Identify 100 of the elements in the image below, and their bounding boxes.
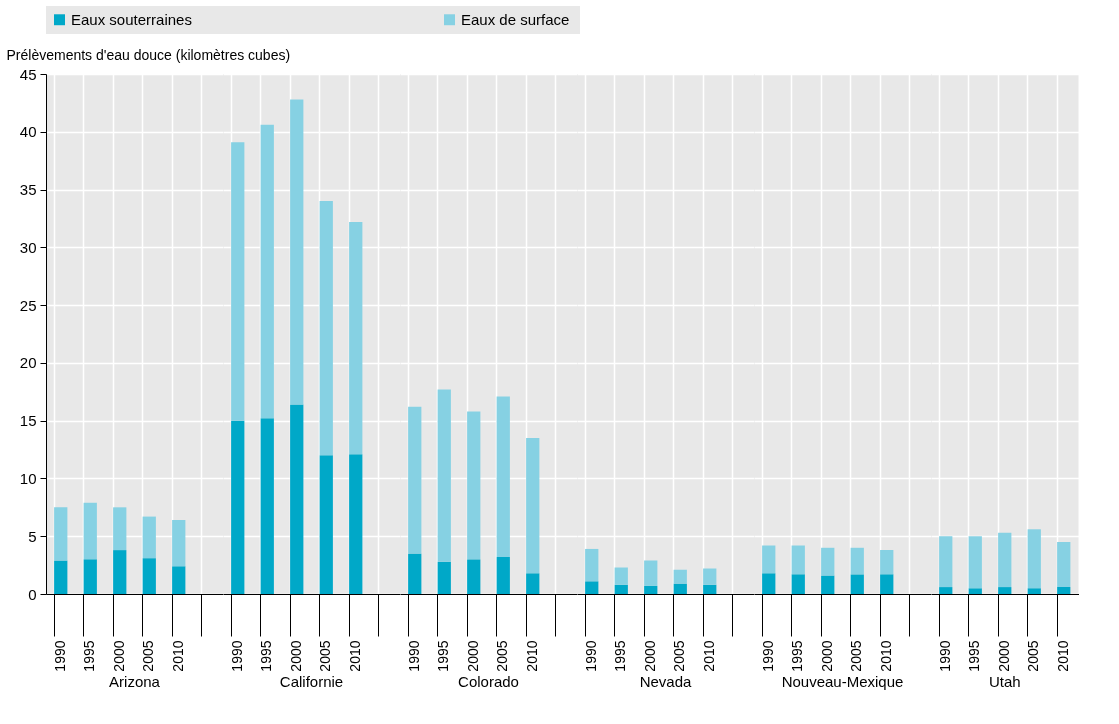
x-tick-label: 2000 [464,640,481,672]
bar [1027,588,1041,594]
x-tick-label: 1995 [435,640,452,672]
bar [260,124,274,419]
bar [113,507,127,551]
bar [437,389,451,562]
bar [1057,542,1071,588]
bar [496,396,510,558]
text: Colorado [458,673,519,691]
bar [880,550,894,575]
bar [83,502,97,560]
x-tick-label: 2000 [641,640,658,672]
bar [614,584,628,594]
x-tick-label: 1995 [966,640,983,672]
bar [142,558,156,594]
y-tick-label: 40 [19,123,37,141]
x-tick-label: 1995 [612,640,629,672]
bar [1057,587,1071,594]
x-tick-label: 1995 [81,640,98,672]
text: Utah [988,673,1021,691]
bar [850,547,864,575]
text: Californie [279,673,344,691]
x-tick-label: 2000 [287,640,304,672]
x-tick-label: 2000 [995,640,1012,672]
y-axis-title: Prélèvements d'eau douce (kilomètres cubes) [6,46,291,63]
text: Nevada [639,673,693,691]
x-tick-label: 1990 [228,640,245,672]
bar [939,587,953,594]
x-tick-label: 1995 [258,640,275,672]
x-tick-label: 2005 [494,640,511,672]
bar [526,573,540,594]
bar [644,585,658,594]
bar [1027,529,1041,589]
bar [467,559,481,594]
x-tick-label: 2010 [346,640,363,672]
x-tick-label: 1990 [51,640,68,672]
text: Arizona [109,673,161,691]
legend-label: Eaux souterraines [71,10,192,28]
x-tick-label: 2010 [1054,640,1071,672]
bar [791,574,805,594]
bar [172,520,186,567]
text: Nouveau-Mexique [781,673,904,691]
x-tick-label: 2010 [169,640,186,672]
bar [791,545,805,575]
bar [850,574,864,594]
bar [644,560,658,586]
bar [821,575,835,594]
bar [349,454,363,594]
bar [231,420,245,594]
bar [585,581,599,594]
bar [673,569,687,584]
y-tick-label: 15 [19,412,37,430]
x-tick-label: 1990 [759,640,776,672]
bar [703,584,717,594]
bar [496,557,510,594]
x-tick-label: 2005 [317,640,334,672]
x-tick-label: 1990 [405,640,422,672]
bar [290,99,304,405]
bar [319,455,333,594]
y-tick-label: 35 [19,181,37,199]
y-tick-label: 0 [28,585,37,603]
legend-label: Eaux de surface [461,10,570,28]
y-tick-label: 25 [19,296,37,314]
bar [998,587,1012,594]
x-tick-label: 2005 [671,640,688,672]
y-tick-label: 5 [28,527,37,545]
x-tick-label: 1990 [582,640,599,672]
x-tick-label: 2005 [848,640,865,672]
x-tick-label: 2000 [818,640,835,672]
x-tick-label: 2005 [140,640,157,672]
y-tick-label: 30 [19,238,37,256]
bar [968,536,982,589]
bar [54,560,68,594]
bar [585,548,599,582]
bar [231,142,245,421]
bar [290,404,304,594]
y-tick-label: 45 [19,65,37,83]
bar [762,545,776,574]
bar [319,201,333,456]
bar [113,550,127,594]
bar [54,507,68,561]
bar [437,561,451,594]
bar [408,553,422,594]
bar [83,559,97,594]
bar [998,532,1012,588]
x-tick-label: 2000 [110,640,127,672]
bar [939,536,953,588]
x-tick-label: 2010 [877,640,894,672]
bar [142,516,156,559]
x-tick-label: 1995 [789,640,806,672]
bar [614,567,628,585]
bar [880,574,894,594]
bar [703,568,717,585]
bar [467,411,481,560]
bar [821,547,835,576]
y-tick-label: 20 [19,354,37,372]
x-tick-label: 1990 [936,640,953,672]
x-tick-label: 2005 [1025,640,1042,672]
bar [408,406,422,554]
bar [172,566,186,594]
